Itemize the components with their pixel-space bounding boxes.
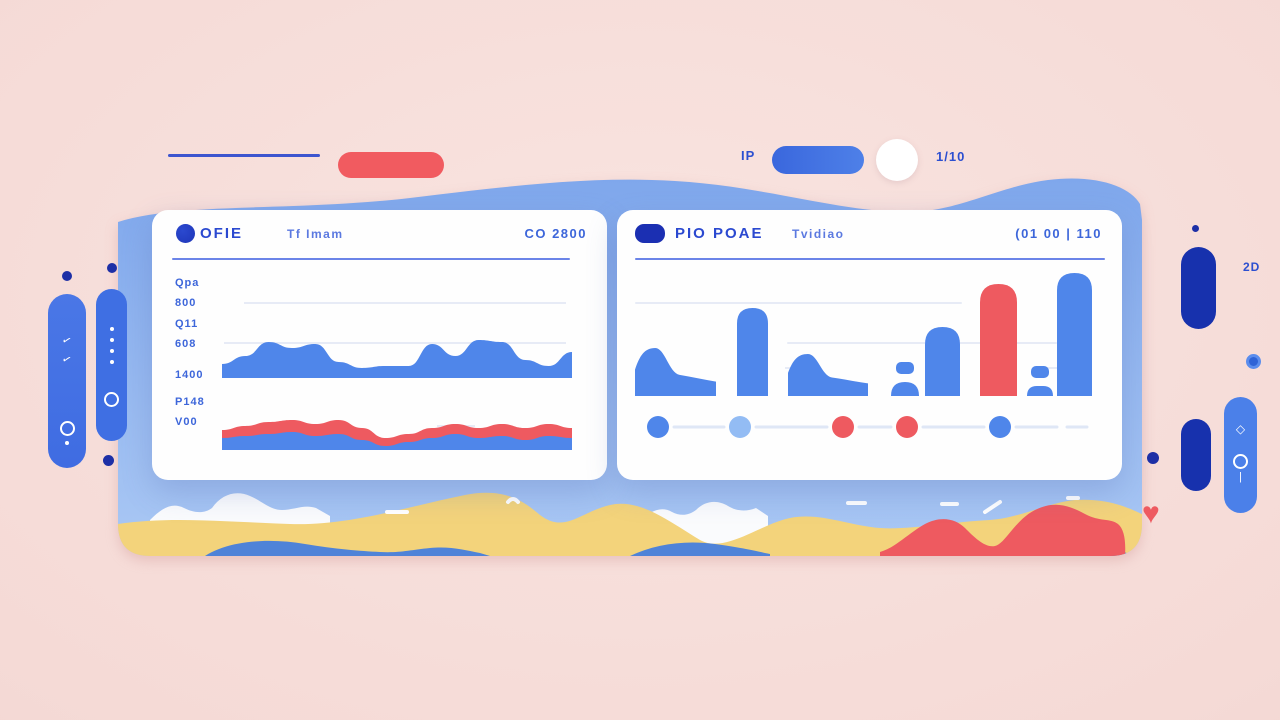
decor-dot <box>103 455 114 466</box>
legend-dot[interactable] <box>896 416 918 438</box>
lower-blue-area <box>222 432 572 450</box>
diamond-icon: ◇ <box>1235 422 1246 436</box>
dot-icon <box>65 441 69 445</box>
red-pill-button[interactable] <box>338 152 444 178</box>
bar[interactable] <box>1057 273 1092 396</box>
water-wave-left <box>205 540 490 556</box>
card-title: OFIE <box>200 225 244 242</box>
bar[interactable] <box>980 284 1017 396</box>
dunes <box>118 492 1142 556</box>
blue-pill-button[interactable] <box>772 146 864 174</box>
circle-icon <box>59 421 75 436</box>
header-underline <box>172 258 570 260</box>
y-axis-label: P148 <box>175 396 205 408</box>
card-title: PIO POAE <box>675 225 764 242</box>
y-axis-label: 800 <box>175 297 197 309</box>
y-axis-label: 608 <box>175 338 197 350</box>
card-subtitle: Tf Imam <box>287 227 344 241</box>
bar-mark-icon: | <box>1239 471 1242 483</box>
heart-icon: ♥ <box>1142 497 1160 530</box>
card-value: CO 2800 <box>524 226 587 241</box>
area-chart-card: OFIE Tf Imam CO 2800 Qpa 800 Q11 608 1400 P14… <box>152 210 607 480</box>
bar-chart-card: PIO POAE Tvidiao (01 00 | 110 <box>617 210 1122 480</box>
decor-dot <box>62 271 72 281</box>
legend-dot[interactable] <box>989 416 1011 438</box>
right-toolbar-pill: ◇ | <box>1224 397 1257 513</box>
right-pill-navy <box>1181 247 1216 329</box>
header-underline <box>635 258 1105 260</box>
area-chart <box>222 302 572 450</box>
circle-icon <box>1233 454 1248 469</box>
y-axis-label: V00 <box>175 416 198 428</box>
gridline <box>635 302 962 304</box>
card-subtitle: Tvidiao <box>792 227 845 241</box>
y-axis-label: 1400 <box>175 369 204 381</box>
legend-dot[interactable] <box>647 416 669 438</box>
dot-icon <box>109 349 114 353</box>
sky-dash-4 <box>983 500 1002 514</box>
split-bar-cap[interactable] <box>1031 366 1049 378</box>
bar[interactable] <box>737 308 768 396</box>
y-axis-label: Q11 <box>175 318 199 330</box>
split-bar-cap[interactable] <box>896 362 914 374</box>
card-icon <box>635 224 665 243</box>
legend-dot[interactable] <box>832 416 854 438</box>
card-value: (01 00 | 110 <box>1015 226 1102 241</box>
gridline <box>787 342 1057 344</box>
bird-icon <box>506 497 520 504</box>
decor-dot <box>107 263 117 273</box>
side-label: 2D <box>1243 260 1261 274</box>
split-bar-base[interactable] <box>891 382 919 396</box>
dot-icon <box>109 360 114 364</box>
tick-mark-icon: ✓ <box>60 352 74 368</box>
water-wave-mid <box>630 542 770 556</box>
page-indicator: 1/10 <box>936 149 966 164</box>
decor-line <box>168 154 320 157</box>
legend-dot[interactable] <box>729 416 751 438</box>
top-left-label: IP <box>741 148 756 163</box>
decor-dot <box>1147 452 1159 464</box>
split-bar-base[interactable] <box>1027 386 1053 396</box>
legend-dots-row <box>647 416 1089 438</box>
dot-icon <box>109 338 114 342</box>
card-status-dot-icon <box>176 224 195 243</box>
red-wave <box>880 504 1126 556</box>
mound-bar[interactable] <box>635 348 716 396</box>
decor-dot <box>1192 225 1199 232</box>
circle-icon <box>104 392 119 407</box>
white-circle-indicator[interactable] <box>876 139 918 181</box>
dot-icon <box>109 327 114 331</box>
left-scrollbar-pill <box>96 289 127 441</box>
tick-mark-icon: ✓ <box>60 333 74 349</box>
mound-bar[interactable] <box>788 354 868 396</box>
right-pill-navy-small <box>1181 419 1211 491</box>
y-axis-label: Qpa <box>175 277 200 289</box>
upper-wave-area <box>222 340 572 378</box>
ring-dot-icon <box>1246 354 1261 369</box>
bar-chart <box>635 273 1092 396</box>
left-toolbar-pill: ✓ ✓ <box>48 294 86 468</box>
bar[interactable] <box>925 327 960 396</box>
